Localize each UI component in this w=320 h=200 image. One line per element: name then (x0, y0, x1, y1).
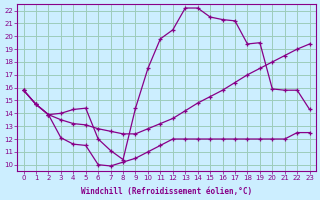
X-axis label: Windchill (Refroidissement éolien,°C): Windchill (Refroidissement éolien,°C) (81, 187, 252, 196)
